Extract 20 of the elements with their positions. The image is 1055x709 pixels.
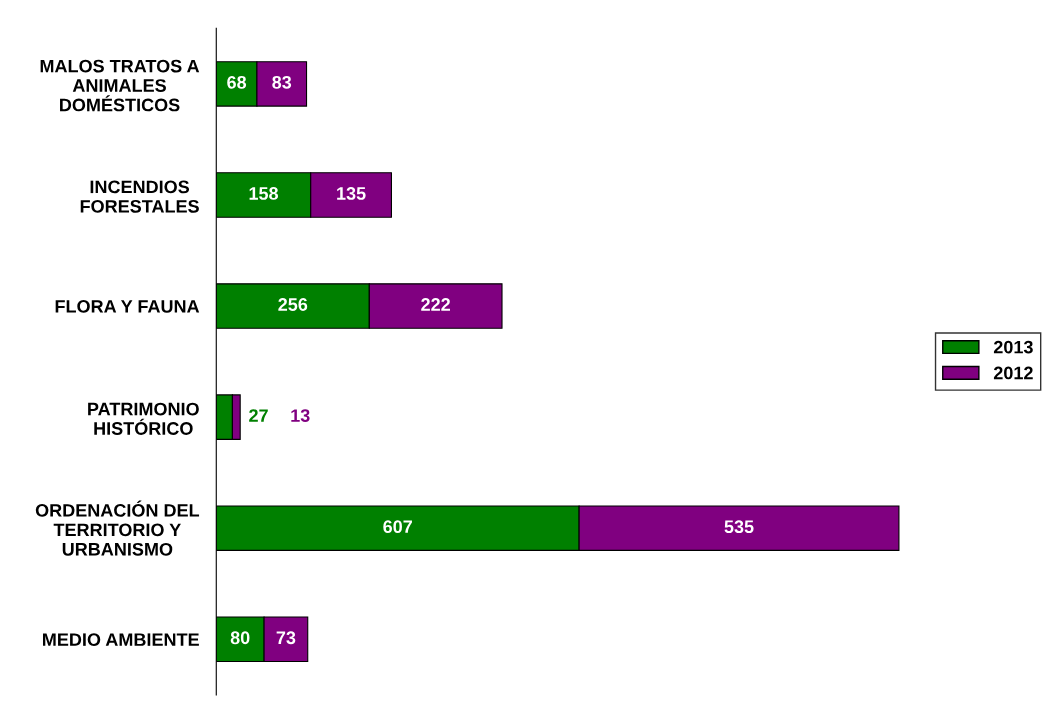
data-label: 222 xyxy=(421,298,450,311)
y-tick-label: PATRIMONIO HISTÓRICO xyxy=(88,402,199,435)
y-tick-label: MALOS TRATOS A ANIMALES DOMÉSTICOS xyxy=(40,59,200,112)
data-label: 83 xyxy=(272,75,292,89)
data-label: 535 xyxy=(724,520,754,534)
data-label: 27 xyxy=(249,409,268,422)
data-label: 13 xyxy=(291,409,310,422)
data-label: 256 xyxy=(278,298,308,311)
y-tick-label: INCENDIOS FORESTALES xyxy=(80,180,199,213)
data-label: 80 xyxy=(230,631,250,645)
data-label: 607 xyxy=(383,520,412,534)
legend-label: 2012 xyxy=(993,366,1033,380)
data-label: 158 xyxy=(249,187,279,200)
y-tick-label: FLORA Y FAUNA xyxy=(55,299,200,313)
data-label: 68 xyxy=(227,75,247,89)
data-label: 135 xyxy=(337,187,366,200)
y-tick-label: MEDIO AMBIENTE xyxy=(43,633,199,646)
data-label: 73 xyxy=(276,631,296,645)
legend-label: 2013 xyxy=(993,340,1033,354)
y-tick-label: ORDENACIÓN DEL TERRITORIO Y URBANISMO xyxy=(35,500,200,556)
